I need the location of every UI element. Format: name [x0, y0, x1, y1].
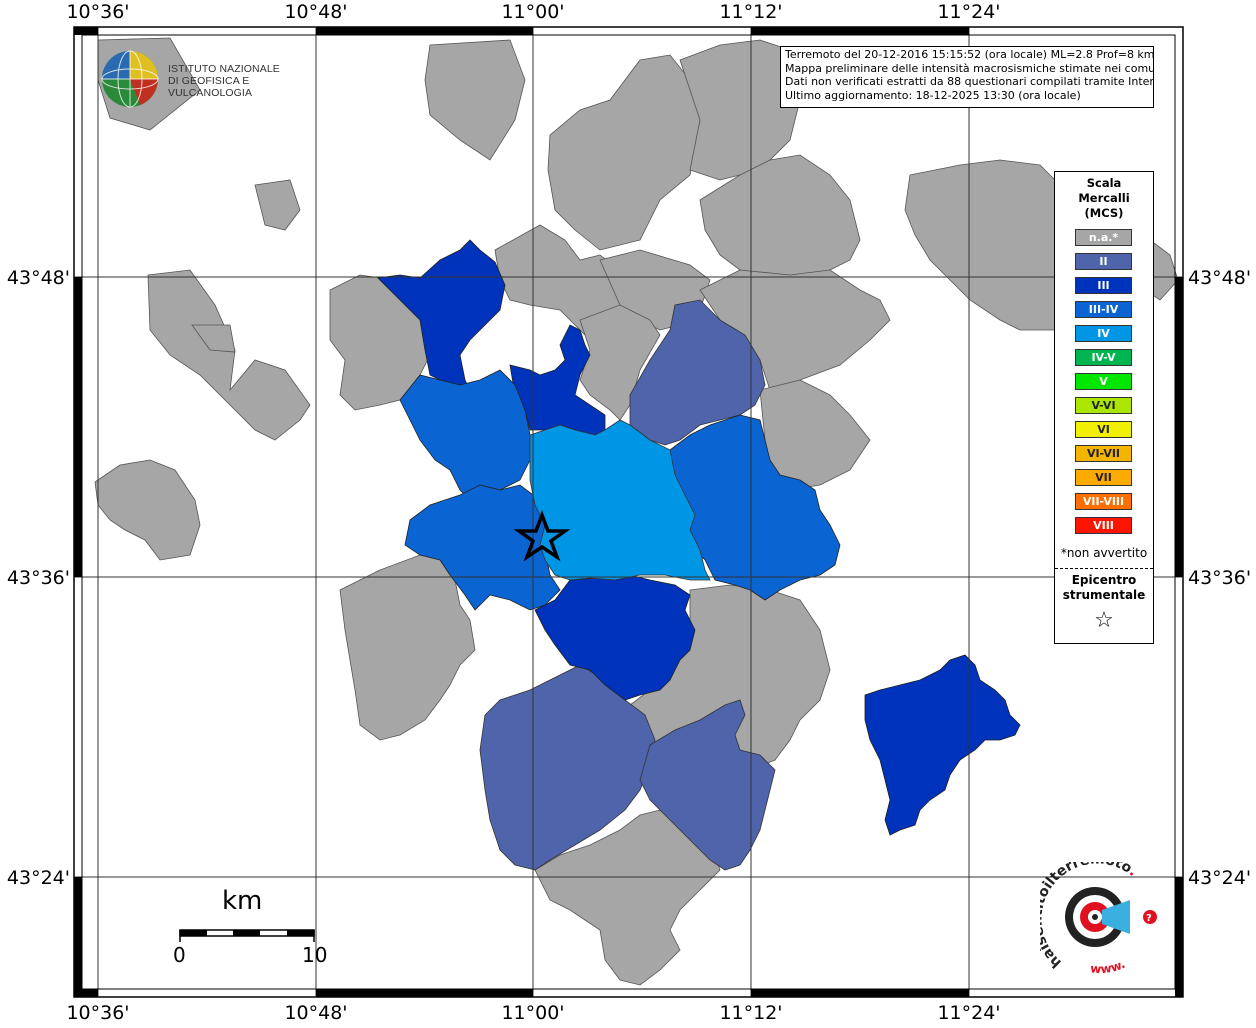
hsit-logo: ? haisentitoilterremoto.it www. — [1029, 850, 1165, 982]
info-line: Terremoto del 20-12-2016 15:15:52 (ora l… — [785, 48, 1154, 61]
legend-star-icon: ☆ — [1094, 608, 1114, 633]
legend-swatch: n.a.* — [1075, 229, 1132, 246]
svg-text:www.: www. — [1090, 957, 1128, 976]
inner-frame — [81, 34, 1176, 990]
left-lat-label: 43°36' — [7, 567, 70, 589]
top-lon-label: 11°00' — [501, 1, 564, 23]
legend-swatch: VI — [1075, 421, 1132, 438]
left-lat-label: 43°48' — [7, 267, 70, 289]
scale-bar-min: 0 — [173, 943, 186, 967]
ingv-name-line1: ISTITUTO NAZIONALE — [168, 63, 280, 75]
legend-swatch: VI-VII — [1075, 445, 1132, 462]
legend-title-line: (MCS) — [1084, 206, 1124, 220]
info-line: Mappa preliminare delle intensità macros… — [785, 61, 1154, 75]
legend-epicenter: Epicentro strumentale — [1055, 573, 1153, 603]
legend-swatch: IV — [1075, 325, 1132, 342]
legend-separator — [1055, 568, 1153, 569]
legend-swatch: VII — [1075, 469, 1132, 486]
bottom-lon-label: 10°36' — [66, 1002, 129, 1024]
info-box: Terremoto del 20-12-2016 15:15:52 (ora l… — [780, 46, 1154, 108]
bottom-lon-label: 11°00' — [501, 1002, 564, 1024]
speaker-target-icon: ? haisentitoilterremoto.it www. — [1029, 850, 1157, 976]
hsit-text-www: www. — [1090, 957, 1128, 976]
top-lon-label: 11°12' — [719, 1, 782, 23]
bottom-lon-label: 11°24' — [937, 1002, 1000, 1024]
ingv-name: ISTITUTO NAZIONALE DI GEOFISICA E VULCAN… — [168, 63, 320, 99]
municipalities-intensity-IV — [529, 419, 711, 581]
right-lat-label: 43°36' — [1188, 567, 1251, 589]
top-lon-label: 11°24' — [937, 1, 1000, 23]
top-lon-labels: 10°36' 10°48' 11°00' 11°12' 11°24' — [66, 1, 1000, 23]
legend-title: Scala Mercalli (MCS) — [1055, 176, 1153, 221]
municipalities-intensity-III-IV — [399, 369, 841, 611]
legend-note: *non avvertito — [1060, 546, 1148, 560]
legend-swatch: II — [1075, 253, 1132, 270]
top-lon-label: 10°36' — [66, 1, 129, 23]
bottom-lon-label: 10°48' — [284, 1002, 347, 1024]
ingv-name-line2: DI GEOFISICA E VULCANOLOGIA — [168, 75, 253, 99]
municipalities-intensity-II — [479, 299, 776, 871]
top-lon-label: 10°48' — [284, 1, 347, 23]
bottom-lon-label: 11°12' — [719, 1002, 782, 1024]
legend-swatch: V-VI — [1075, 397, 1132, 414]
right-lat-label: 43°24' — [1188, 867, 1251, 889]
right-lat-label: 43°48' — [1188, 267, 1251, 289]
legend-title-line: Mercalli — [1078, 191, 1130, 205]
globe-icon — [101, 50, 159, 108]
bottom-lon-labels: 10°36' 10°48' 11°00' 11°12' 11°24' — [66, 1002, 1000, 1024]
legend-swatch: III — [1075, 277, 1132, 294]
scale-bar-max: 10 — [302, 943, 328, 967]
legend-swatch: V — [1075, 373, 1132, 390]
right-lat-labels: 43°48' 43°36' 43°24' — [1188, 267, 1251, 889]
ingv-logo: ISTITUTO NAZIONALE DI GEOFISICA E VULCAN… — [100, 48, 320, 110]
info-line: Ultimo aggiornamento: 18-12-2025 13:30 (… — [785, 88, 1081, 102]
svg-text:?: ? — [1146, 913, 1152, 924]
legend-epicenter-line2: strumentale — [1062, 588, 1146, 602]
municipalities-not-available — [94, 37, 1179, 986]
legend-swatch: VII-VIII — [1075, 493, 1132, 510]
frame-ticks — [74, 27, 1183, 997]
legend-swatch: IV-V — [1075, 349, 1132, 366]
epicenter-star-icon — [513, 510, 571, 562]
scale-bar-unit: km — [222, 886, 263, 916]
left-lat-labels: 43°48' 43°36' 43°24' — [7, 267, 70, 889]
info-line: Dati non verificati estratti da 88 quest… — [785, 75, 1154, 88]
legend-title-line: Scala — [1086, 176, 1122, 190]
left-lat-label: 43°24' — [7, 867, 70, 889]
intensity-legend: Scala Mercalli (MCS) n.a.* II III III-IV IV I… — [1054, 171, 1154, 644]
legend-swatch: III-IV — [1075, 301, 1132, 318]
legend-swatch: VIII — [1075, 517, 1132, 534]
graticule — [74, 27, 1183, 997]
scale-bar — [179, 929, 315, 942]
legend-epicenter-line1: Epicentro — [1071, 573, 1137, 587]
